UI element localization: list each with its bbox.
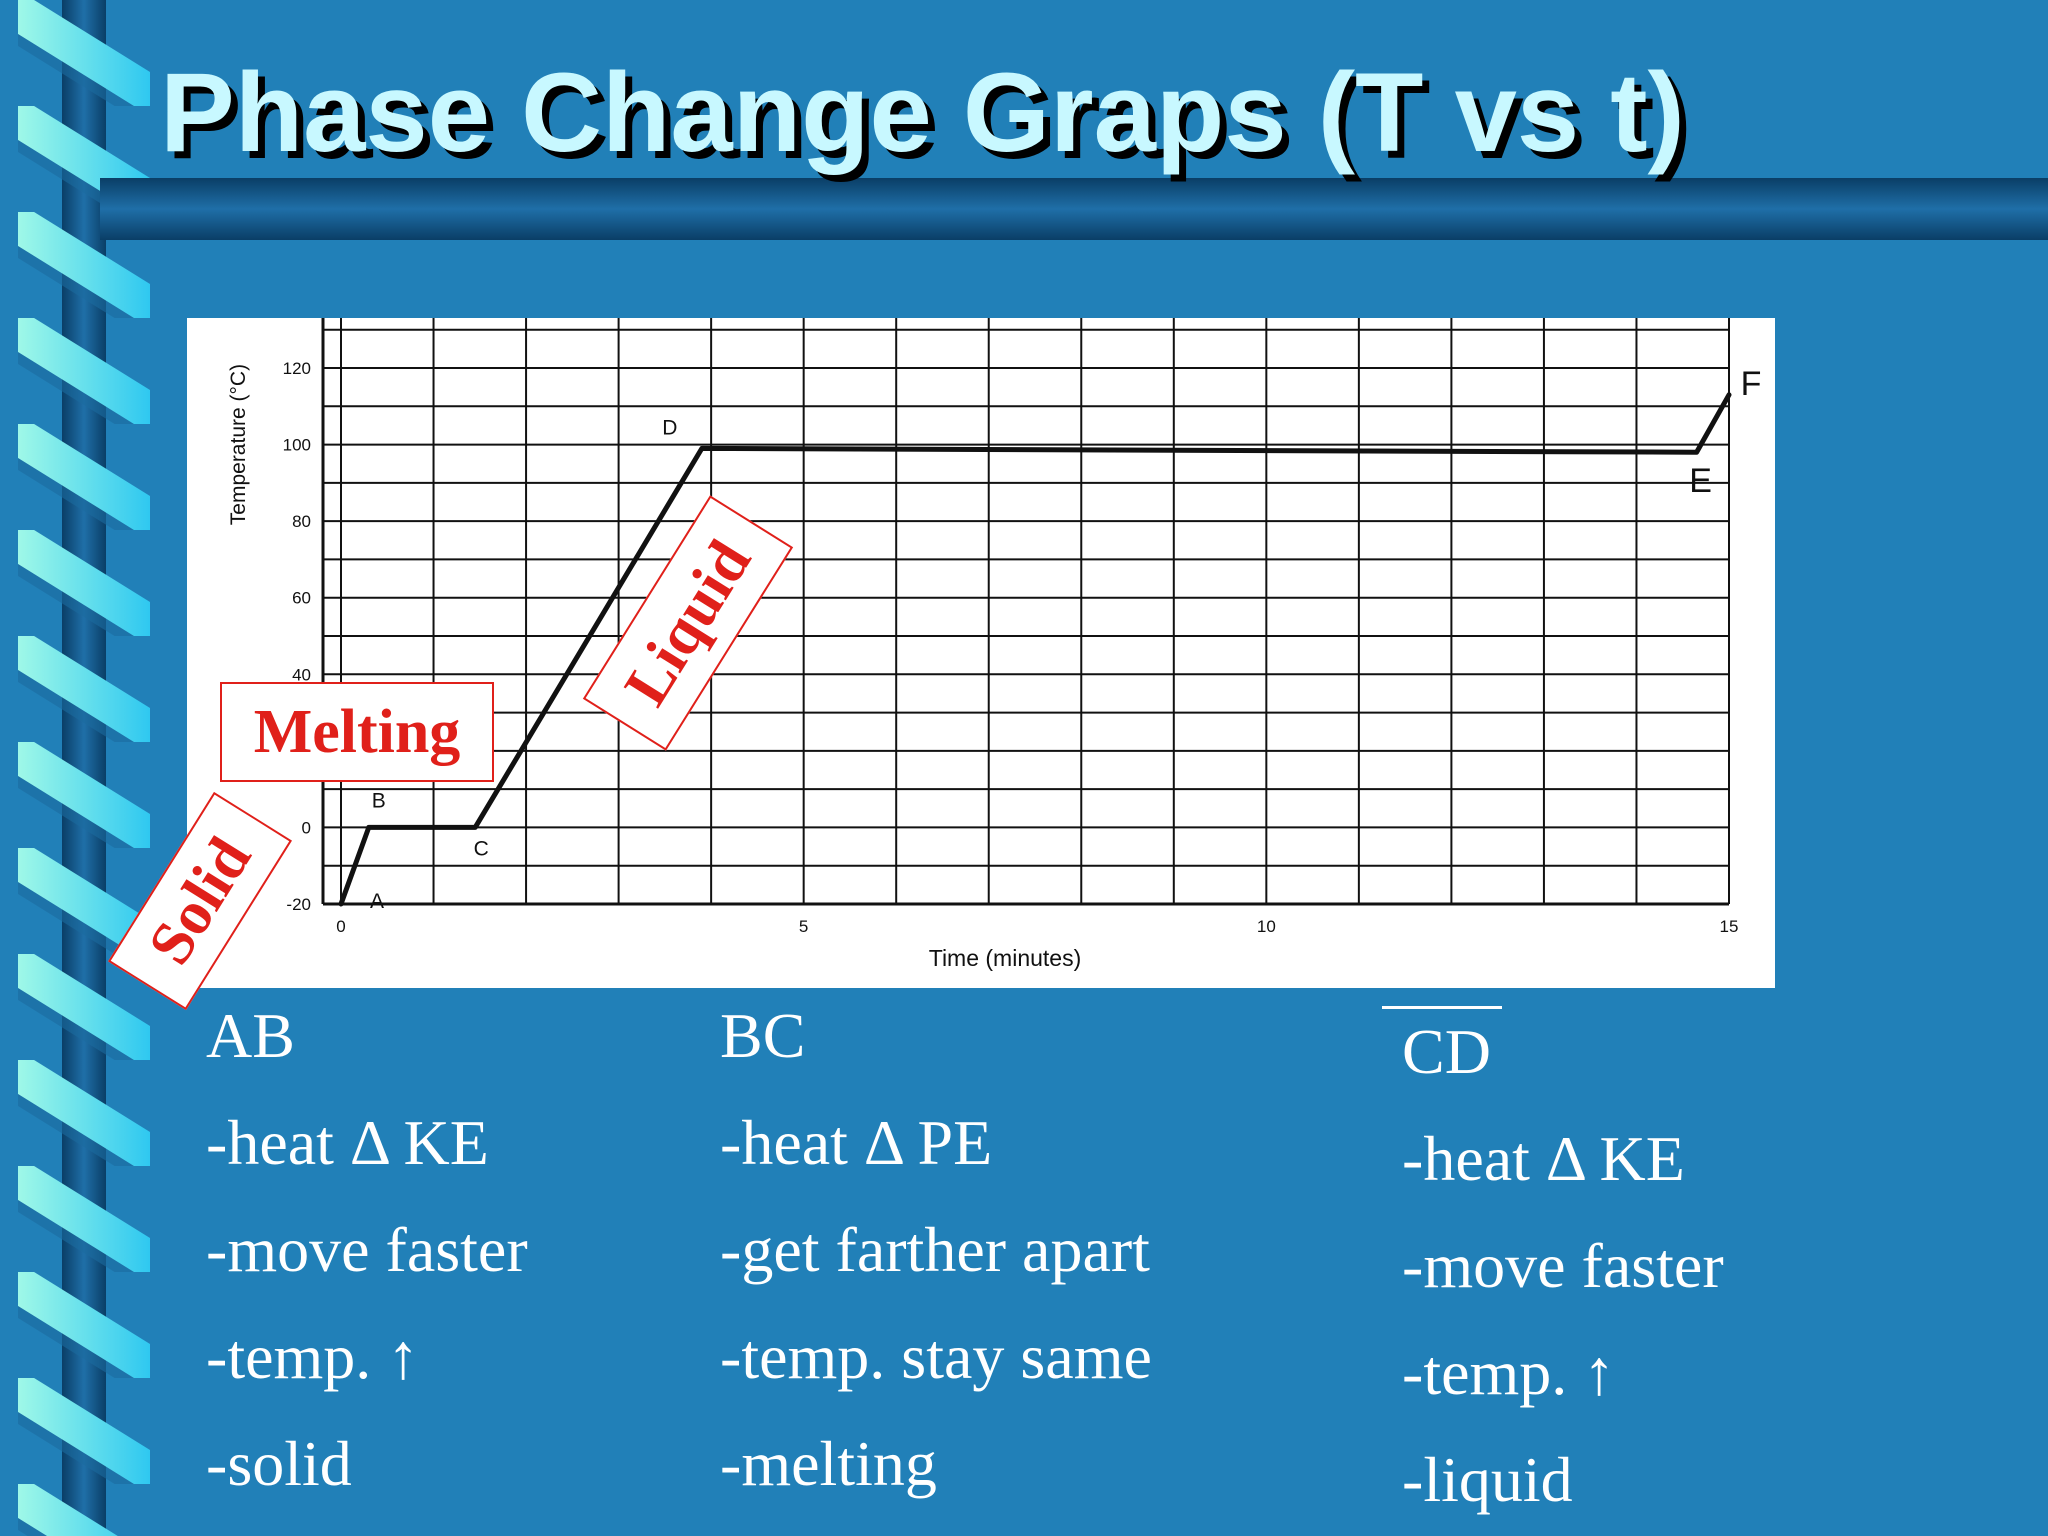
notes-line: -temp. stay same <box>720 1321 1152 1392</box>
phase-change-chart: -20 0 40 60 80 100 120 0 5 10 15 Time (minutes) Temp… <box>227 318 1762 971</box>
title-underline-bar <box>100 178 2048 240</box>
notes-column-bc: BC -heat Δ PE -get farther apart -temp. … <box>720 982 1152 1517</box>
x-tick-label: 5 <box>799 917 808 936</box>
notes-column-ab: AB -heat Δ KE -move faster -temp. ↑ -sol… <box>206 982 528 1517</box>
notes-line: -liquid <box>1402 1444 1573 1515</box>
y-axis-title: Temperature (°C) <box>227 364 250 525</box>
x-axis-title: Time (minutes) <box>929 945 1082 971</box>
notes-heading-ab: AB <box>206 1000 295 1071</box>
y-tick-label: 100 <box>283 436 311 455</box>
x-tick-label: 15 <box>1720 917 1739 936</box>
point-label-c: C <box>474 837 489 860</box>
y-tick-label: 60 <box>292 589 311 608</box>
notes-line: -heat Δ PE <box>720 1107 993 1178</box>
y-tick-label: 0 <box>302 818 311 837</box>
notes-heading-cd: CD <box>1402 1016 1491 1087</box>
y-tick-label: 120 <box>283 359 311 378</box>
chart-panel: -20 0 40 60 80 100 120 0 5 10 15 Time (minutes) Temp… <box>187 318 1775 988</box>
y-tick-label: -20 <box>286 895 311 914</box>
notes-line: -get farther apart <box>720 1214 1150 1285</box>
annotation-melting: Melting <box>220 682 494 782</box>
notes-line: -temp. ↑ <box>1402 1337 1616 1408</box>
ribbon-decoration <box>0 0 220 1536</box>
notes-line: -melting <box>720 1428 937 1499</box>
notes-line: -move faster <box>206 1214 528 1285</box>
slide-title: Phase Change Graps (T vs t) <box>160 50 1685 175</box>
x-tick-label: 0 <box>336 917 345 936</box>
notes-line: -heat Δ KE <box>206 1107 489 1178</box>
point-label-e: E <box>1689 462 1712 500</box>
notes-column-cd: CD -heat Δ KE -move faster -temp. ↑ -liq… <box>1402 998 1724 1533</box>
y-tick-label: 80 <box>292 512 311 531</box>
x-tick-label: 10 <box>1257 917 1276 936</box>
notes-line: -move faster <box>1402 1230 1724 1301</box>
notes-line: -heat Δ KE <box>1402 1123 1685 1194</box>
heading-overline <box>1382 1006 1502 1009</box>
point-label-b: B <box>372 789 386 812</box>
series-line <box>338 392 1732 907</box>
notes-line: -temp. ↑ <box>206 1321 420 1392</box>
point-label-d: D <box>662 416 677 439</box>
notes-line: -solid <box>206 1428 352 1499</box>
y-tick-label: 40 <box>292 665 311 684</box>
notes-heading-bc: BC <box>720 1000 806 1071</box>
point-label-a: A <box>370 890 384 913</box>
point-label-f: F <box>1741 365 1762 403</box>
